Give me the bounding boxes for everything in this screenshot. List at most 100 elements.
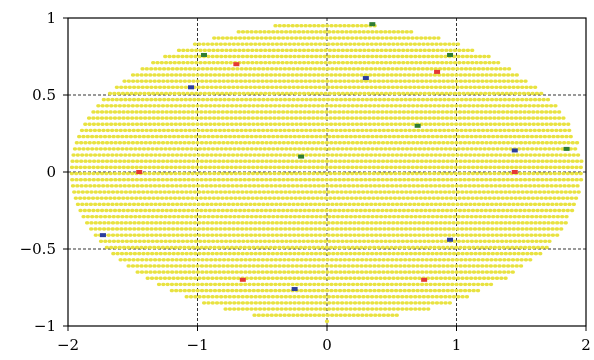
background-point [150,251,155,256]
background-point [446,128,451,133]
background-point [208,288,213,293]
background-point [363,24,369,28]
background-point [230,73,235,77]
background-point [348,134,353,139]
background-point [190,122,196,126]
background-point [335,214,341,219]
background-point [450,128,455,133]
background-point [471,73,476,77]
background-point [283,233,288,237]
background-point [557,141,562,145]
background-point [498,128,503,133]
background-point [263,196,268,200]
background-point [402,122,407,126]
background-point [70,159,75,163]
background-point [226,258,231,262]
background-point [124,134,129,139]
background-point [210,190,215,194]
background-point [121,116,126,120]
background-point [216,104,222,108]
background-point [462,165,467,170]
background-point [288,214,293,219]
background-point [424,282,429,287]
background-point [501,178,506,182]
background-point [386,67,391,71]
background-point [388,171,394,176]
background-point [228,147,233,151]
background-point [342,104,347,108]
background-point [165,104,170,108]
background-point [515,97,520,102]
background-point [268,208,273,213]
background-point [507,227,512,231]
background-point [432,208,437,213]
background-point [443,147,448,151]
background-point [242,178,247,182]
background-point [318,295,323,299]
background-point [151,116,156,120]
background-point [261,97,266,102]
background-point [121,171,126,176]
background-point [520,221,525,225]
background-point [296,295,301,299]
background-point [162,97,167,102]
background-point [482,147,487,151]
background-point [338,202,344,207]
background-point [350,171,355,176]
background-point [325,270,330,274]
background-point [193,251,198,256]
background-point [438,42,443,46]
background-point [487,196,492,200]
background-point [119,221,124,225]
background-point [508,91,514,96]
background-point [229,36,234,40]
background-point [322,134,328,139]
background-point [424,258,429,262]
background-point [552,110,557,114]
background-point [212,116,217,120]
background-point [249,295,254,299]
background-point [490,190,495,194]
background-point [218,97,223,102]
background-point [269,184,274,188]
background-point [398,264,403,268]
background-point [187,202,193,207]
background-point [573,196,579,200]
background-point [212,122,217,126]
background-point [318,251,323,256]
background-point [514,141,519,145]
background-point [400,134,405,139]
background-point [494,67,499,71]
background-point [115,221,120,225]
background-point [316,245,321,250]
background-point [190,178,196,182]
background-point [106,233,111,237]
background-point [452,48,458,53]
background-point [397,110,402,114]
background-point [512,239,518,243]
background-point [280,91,285,96]
background-point [228,196,234,200]
background-point [294,122,299,126]
background-point [427,91,432,96]
background-point [420,258,425,262]
background-point [245,214,250,219]
background-point [191,79,196,83]
background-point [214,295,219,299]
background-point [208,79,213,83]
background-point [255,110,260,114]
background-point [225,165,230,170]
background-point [247,141,252,145]
background-point [343,233,349,237]
background-point [208,245,213,250]
background-point [95,110,100,114]
background-point [505,245,510,250]
background-point [391,190,396,194]
background-point [483,91,488,96]
background-point [208,141,213,145]
background-point [419,178,424,182]
background-point [492,178,497,182]
background-point [144,128,149,133]
background-point [238,288,243,293]
background-point [235,97,240,102]
